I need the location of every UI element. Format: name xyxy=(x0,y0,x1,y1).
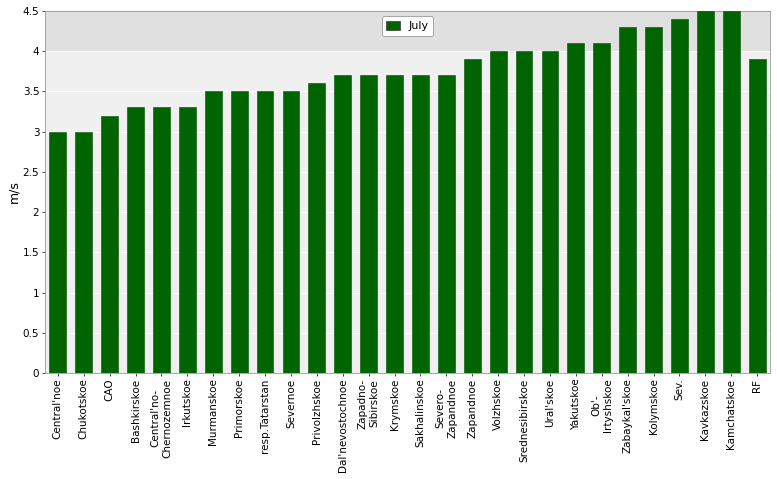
Bar xyxy=(153,107,170,373)
Bar xyxy=(308,83,326,373)
Bar xyxy=(50,132,66,373)
Bar xyxy=(723,11,740,373)
Bar xyxy=(283,91,299,373)
Bar xyxy=(645,27,662,373)
Bar xyxy=(75,132,92,373)
Bar xyxy=(205,91,221,373)
Bar xyxy=(671,19,688,373)
Bar xyxy=(101,115,118,373)
Bar xyxy=(542,51,559,373)
Bar xyxy=(619,27,636,373)
Bar xyxy=(516,51,532,373)
Bar xyxy=(594,43,610,373)
Bar xyxy=(361,75,377,373)
Bar xyxy=(256,91,274,373)
Bar xyxy=(438,75,455,373)
Bar xyxy=(697,11,714,373)
Bar xyxy=(127,107,144,373)
Bar xyxy=(464,59,481,373)
Bar xyxy=(386,75,403,373)
Bar xyxy=(334,75,351,373)
Bar xyxy=(490,51,507,373)
Bar xyxy=(231,91,248,373)
Bar xyxy=(412,75,429,373)
Bar xyxy=(45,11,770,51)
Y-axis label: m/s: m/s xyxy=(7,181,20,204)
Bar xyxy=(567,43,584,373)
Bar xyxy=(749,59,765,373)
Legend: July: July xyxy=(382,16,433,36)
Bar xyxy=(179,107,196,373)
